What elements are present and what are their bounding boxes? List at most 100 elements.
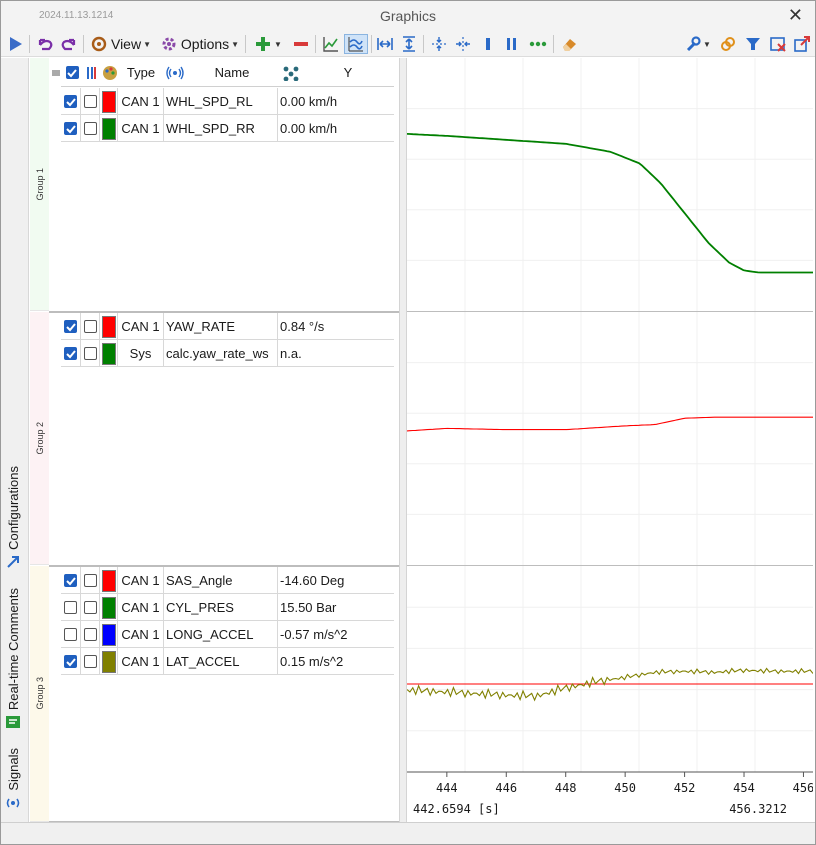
tab-realtime-comments[interactable]: Real-time Comments	[5, 588, 21, 730]
signal-header-icon[interactable]	[163, 58, 187, 87]
group-1-panel: Type Name Y CAN 1 WHL_SPD_RL 0.00 km/h CAN …	[49, 58, 399, 312]
signal-type: Sys	[118, 340, 164, 367]
visible-checkbox[interactable]	[61, 594, 81, 621]
secondary-checkbox[interactable]	[81, 88, 100, 115]
fit-horizontal-icon[interactable]	[375, 34, 395, 54]
signal-value: -0.57 m/s^2	[280, 627, 348, 642]
view-menu-button[interactable]: View ▼	[89, 34, 153, 54]
secondary-checkbox[interactable]	[81, 340, 100, 367]
signal-row[interactable]: CAN 1 SAS_Angle -14.60 Deg	[61, 567, 394, 594]
visible-checkbox[interactable]	[61, 313, 81, 340]
secondary-checkbox[interactable]	[81, 567, 100, 594]
fit-vertical-icon[interactable]	[399, 34, 419, 54]
x-tick-label: 444	[436, 781, 458, 795]
group-1-strip: Group 1	[30, 58, 49, 311]
signal-name: CYL_PRES	[164, 594, 278, 621]
value-header-icon[interactable]	[279, 58, 303, 87]
tab-configurations-label: Configurations	[5, 466, 21, 550]
signal-type: CAN 1	[118, 648, 164, 675]
panel-splitter[interactable]	[399, 58, 407, 822]
column-handle-icon[interactable]	[52, 58, 60, 87]
visible-checkbox[interactable]	[61, 567, 81, 594]
axis-icon[interactable]	[83, 58, 101, 87]
close-panel-icon[interactable]	[767, 34, 789, 54]
signal-value: 15.50 Bar	[280, 600, 337, 615]
group-3-strip: Group 3	[30, 566, 49, 822]
group-3-label: Group 3	[34, 677, 45, 710]
visible-checkbox[interactable]	[61, 621, 81, 648]
color-swatch[interactable]	[100, 648, 118, 675]
play-icon[interactable]	[7, 34, 25, 54]
signal-row[interactable]: Sys calc.yaw_rate_ws n.a.	[61, 340, 394, 367]
signal-row[interactable]: CAN 1 LAT_ACCEL 0.15 m/s^2	[61, 648, 394, 675]
signal-value: 0.15 m/s^2	[280, 654, 344, 669]
signal-name: WHL_SPD_RL	[164, 88, 278, 115]
visible-checkbox[interactable]	[61, 648, 81, 675]
secondary-checkbox[interactable]	[81, 594, 100, 621]
color-palette-icon[interactable]	[101, 58, 119, 87]
signal-value: 0.00 km/h	[280, 94, 338, 109]
link-icon[interactable]	[717, 34, 739, 54]
signal-name: WHL_SPD_RR	[164, 115, 278, 142]
x-tick-label: 452	[674, 781, 696, 795]
signal-row[interactable]: CAN 1 WHL_SPD_RR 0.00 km/h	[61, 115, 394, 142]
signal-type: CAN 1	[118, 567, 164, 594]
color-swatch[interactable]	[100, 313, 118, 340]
signal-name: SAS_Angle	[164, 567, 278, 594]
double-bar-icon[interactable]	[503, 34, 521, 54]
header-y[interactable]: Y	[343, 65, 353, 80]
signal-row[interactable]: CAN 1 LONG_ACCEL -0.57 m/s^2	[61, 621, 394, 648]
color-swatch[interactable]	[100, 621, 118, 648]
remove-icon[interactable]	[291, 34, 311, 54]
color-swatch[interactable]	[100, 567, 118, 594]
multi-line-icon[interactable]	[344, 34, 368, 54]
secondary-checkbox[interactable]	[81, 621, 100, 648]
signal-value: 0.00 km/h	[280, 121, 338, 136]
graph-canvas[interactable]: 444 446 448 450 452 454 456 442.6594 [s] 456.321…	[406, 58, 814, 822]
x-tick-label: 456	[793, 781, 813, 795]
color-swatch[interactable]	[100, 115, 118, 142]
header-check-all[interactable]	[63, 58, 81, 87]
header-name[interactable]: Name	[214, 65, 250, 80]
add-icon[interactable]: ▼	[251, 34, 285, 54]
color-swatch[interactable]	[100, 88, 118, 115]
table-header: Type Name Y	[52, 58, 394, 87]
export-icon[interactable]	[792, 34, 812, 54]
single-bar-icon[interactable]	[479, 34, 497, 54]
undo-icon[interactable]	[35, 34, 55, 54]
window-title: Graphics	[379, 8, 437, 24]
plot-area[interactable]: 444 446 448 450 452 454 456 442.6594 [s] 456.321…	[406, 58, 814, 822]
x-tick-label: 454	[733, 781, 755, 795]
cursor-split-icon[interactable]	[453, 34, 473, 54]
color-swatch[interactable]	[100, 594, 118, 621]
secondary-checkbox[interactable]	[81, 115, 100, 142]
visible-checkbox[interactable]	[61, 115, 81, 142]
visible-checkbox[interactable]	[61, 88, 81, 115]
close-icon[interactable]: ✕	[787, 5, 803, 25]
wrench-icon[interactable]: ▼	[683, 34, 713, 54]
signal-row[interactable]: CAN 1 WHL_SPD_RL 0.00 km/h	[61, 88, 394, 115]
secondary-checkbox[interactable]	[81, 648, 100, 675]
signal-row[interactable]: CAN 1 YAW_RATE 0.84 °/s	[61, 313, 394, 340]
signal-value: 0.84 °/s	[280, 319, 325, 334]
tab-signals-label: Signals	[5, 748, 21, 791]
signal-row[interactable]: CAN 1 CYL_PRES 15.50 Bar	[61, 594, 394, 621]
filter-icon[interactable]	[742, 34, 764, 54]
series-whl-spd-rr	[406, 133, 813, 274]
x-tick-label: 446	[495, 781, 517, 795]
signal-value: n.a.	[280, 346, 302, 361]
secondary-checkbox[interactable]	[81, 313, 100, 340]
options-menu-button[interactable]: Options ▼	[159, 34, 241, 54]
cursor-horizontal-icon[interactable]	[429, 34, 449, 54]
title-bar: 2024.11.13.1214 Graphics ✕	[1, 1, 815, 31]
dots-icon[interactable]	[527, 34, 549, 54]
visible-checkbox[interactable]	[61, 340, 81, 367]
eraser-icon[interactable]	[558, 34, 580, 54]
line-chart-icon[interactable]	[320, 34, 342, 54]
redo-icon[interactable]	[59, 34, 79, 54]
group-2-panel: CAN 1 YAW_RATE 0.84 °/s Sys calc.yaw_rate_ws…	[49, 312, 399, 566]
tab-signals[interactable]: Signals	[5, 748, 21, 811]
color-swatch[interactable]	[100, 340, 118, 367]
tab-configurations[interactable]: Configurations	[5, 466, 21, 570]
header-type[interactable]: Type	[126, 65, 156, 80]
